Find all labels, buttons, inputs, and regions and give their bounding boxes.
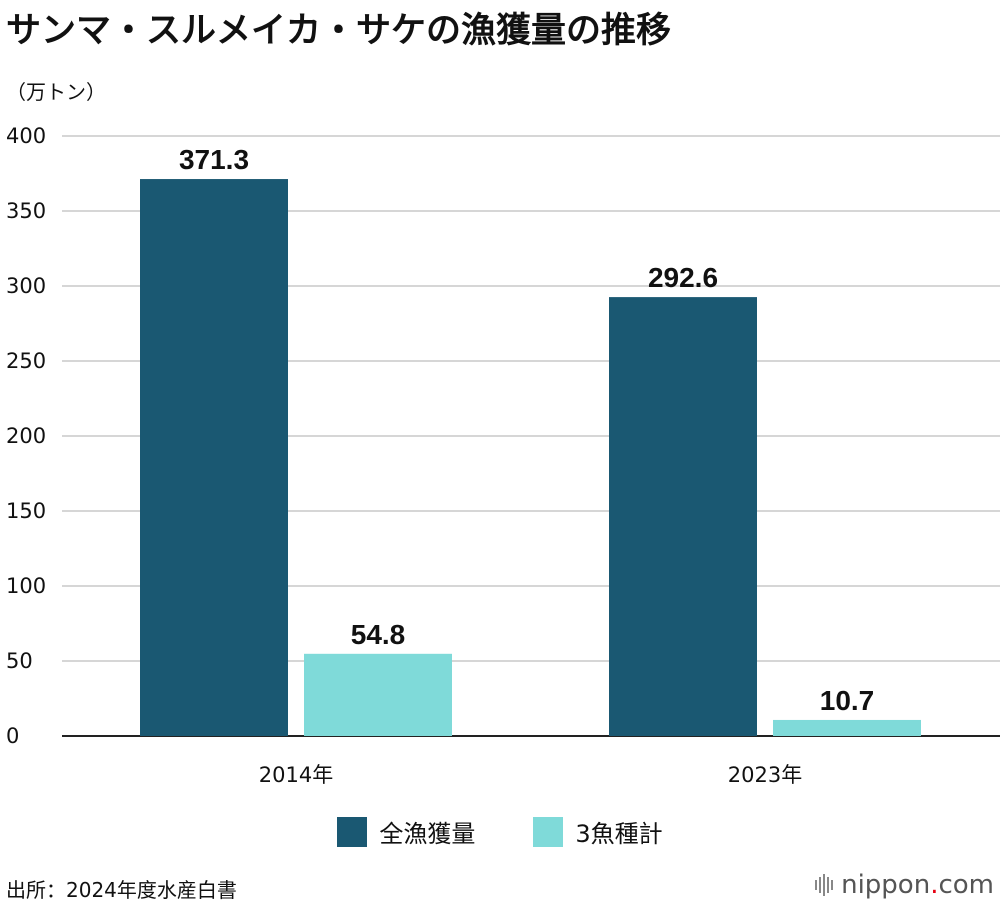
y-axis-unit-label: （万トン） (6, 80, 106, 104)
y-tick-label: 50 (6, 649, 33, 673)
bar (773, 719, 921, 736)
legend-swatch-total-catch (337, 816, 368, 847)
logo-bars-icon (815, 874, 834, 896)
y-tick-label: 0 (6, 724, 19, 748)
logo-text: nippon (841, 870, 931, 900)
legend-item-three-species: 3魚種計 (533, 814, 663, 849)
bar (609, 297, 757, 736)
nippon-com-logo: nippon.com (815, 870, 994, 900)
y-tick-label: 200 (6, 424, 46, 448)
y-tick-label: 400 (6, 124, 46, 148)
y-tick-label: 150 (6, 499, 46, 523)
y-tick-label: 250 (6, 349, 46, 373)
legend-swatch-three-species (533, 816, 564, 847)
source-note: 出所：2024年度水産白書 (6, 878, 237, 902)
bar (140, 179, 288, 737)
bar-chart: 0 50 100 150 200 250 300 350 400 371.3 54.8 2014年 29… (6, 124, 1000, 787)
logo-tld: com (938, 870, 994, 900)
y-tick-label: 350 (6, 199, 46, 223)
y-tick-label: 300 (6, 274, 46, 298)
data-label: 292.6 (648, 262, 718, 293)
legend-item-total-catch: 全漁獲量 (337, 814, 475, 849)
x-tick-label: 2014年 (259, 763, 333, 787)
y-tick-label: 100 (6, 574, 46, 598)
legend-label-three-species: 3魚種計 (575, 820, 663, 848)
bar (304, 653, 452, 736)
logo-dot: . (930, 870, 939, 900)
x-tick-label: 2023年 (728, 763, 802, 787)
data-label: 10.7 (820, 685, 875, 716)
data-label: 54.8 (351, 619, 406, 650)
legend: 全漁獲量 3魚種計 (0, 814, 1000, 849)
chart-title: サンマ・スルメイカ・サケの漁獲量の推移 (6, 11, 672, 51)
legend-label-total-catch: 全漁獲量 (379, 820, 476, 848)
data-label: 371.3 (179, 144, 249, 175)
